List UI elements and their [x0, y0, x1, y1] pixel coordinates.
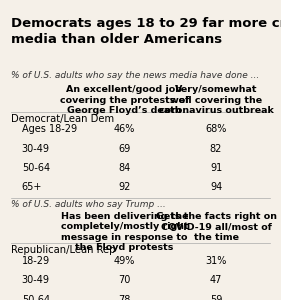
Text: 50-64: 50-64: [22, 163, 50, 173]
Text: Democrat/Lean Dem: Democrat/Lean Dem: [11, 114, 114, 124]
Text: Very/somewhat
well covering the
coronavirus outbreak: Very/somewhat well covering the coronavi…: [158, 85, 273, 115]
Text: Has been delivering the
completely/mostly right
message in response to
the Floyd: Has been delivering the completely/mostl…: [60, 212, 188, 252]
Text: 46%: 46%: [114, 124, 135, 134]
Text: 47: 47: [210, 275, 222, 285]
Text: 82: 82: [210, 144, 222, 154]
Text: 70: 70: [118, 275, 130, 285]
Text: 18-29: 18-29: [22, 256, 50, 266]
Text: 30-49: 30-49: [22, 275, 50, 285]
Text: 31%: 31%: [205, 256, 227, 266]
Text: 94: 94: [210, 182, 222, 192]
Text: Republican/Lean Rep: Republican/Lean Rep: [11, 245, 115, 255]
Text: 69: 69: [118, 144, 130, 154]
Text: 49%: 49%: [114, 256, 135, 266]
Text: 68%: 68%: [205, 124, 227, 134]
Text: 92: 92: [118, 182, 130, 192]
Text: 50-64: 50-64: [22, 295, 50, 300]
Text: 59: 59: [210, 295, 222, 300]
Text: % of U.S. adults who say the news media have done ...: % of U.S. adults who say the news media …: [11, 71, 259, 80]
Text: 65+: 65+: [22, 182, 42, 192]
Text: 30-49: 30-49: [22, 144, 50, 154]
Text: Democrats ages 18 to 29 far more critical of the news
media than older Americans: Democrats ages 18 to 29 far more critica…: [11, 16, 281, 46]
Text: 91: 91: [210, 163, 222, 173]
Text: % of U.S. adults who say Trump ...: % of U.S. adults who say Trump ...: [11, 200, 166, 209]
Text: Gets the facts right on
COVID-19 all/most of
the time: Gets the facts right on COVID-19 all/mos…: [155, 212, 277, 242]
Text: Ages 18-29: Ages 18-29: [22, 124, 77, 134]
Text: An excellent/good job
covering the protests of
George Floyd’s death: An excellent/good job covering the prote…: [60, 85, 189, 115]
Text: 78: 78: [118, 295, 130, 300]
Text: 84: 84: [118, 163, 130, 173]
